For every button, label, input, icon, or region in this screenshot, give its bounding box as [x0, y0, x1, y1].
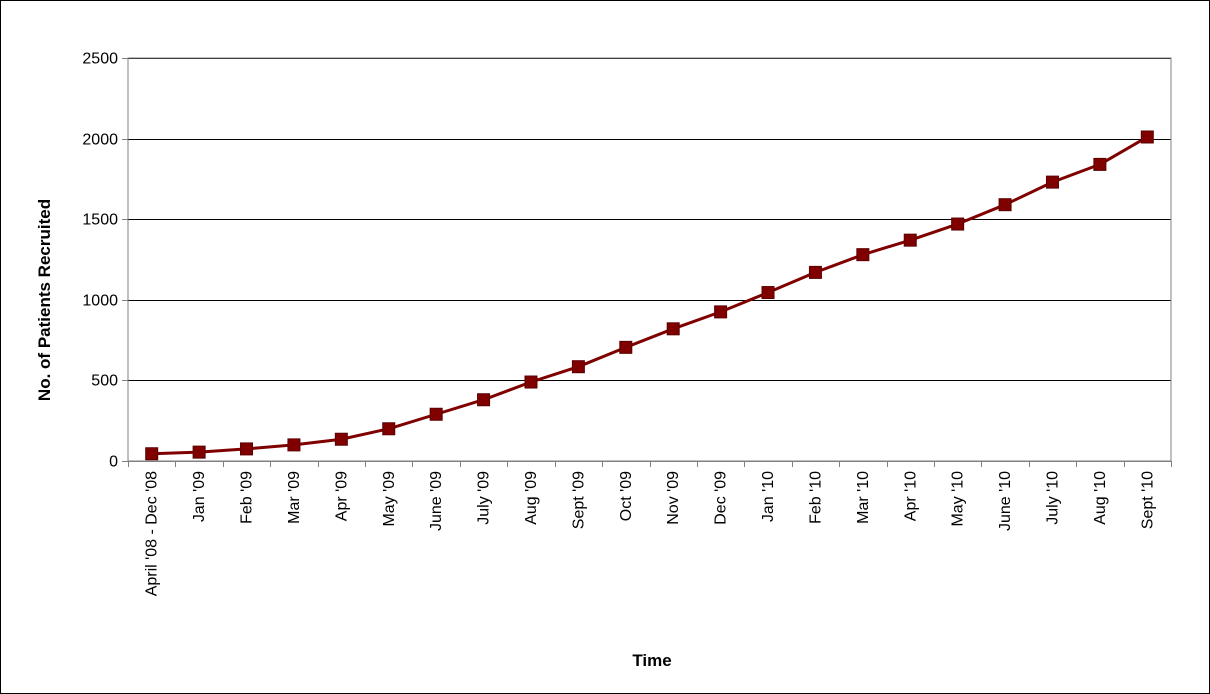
data-point-marker [524, 375, 538, 389]
y-axis-title: No. of Patients Recruited [35, 199, 54, 401]
data-point-marker [192, 445, 206, 459]
x-tick-label: Mar '10 [855, 471, 872, 524]
y-tick-label: 2000 [82, 132, 118, 149]
data-point-marker [334, 432, 348, 446]
y-tick-label: 2500 [82, 51, 118, 68]
x-tick-label: Apr '10 [902, 471, 919, 521]
x-tick-label: Aug '10 [1092, 471, 1109, 525]
data-point-marker [477, 393, 491, 407]
data-point-marker [1140, 130, 1154, 144]
data-point-marker [951, 217, 965, 231]
axes [122, 57, 1172, 467]
x-tick-label: Sept '10 [1139, 471, 1156, 529]
x-tick-label: April '08 - Dec '08 [144, 471, 161, 596]
x-tick-label: Nov '09 [665, 471, 682, 525]
data-point-marker [1093, 157, 1107, 171]
x-axis-title: Time [632, 651, 671, 670]
data-point-marker [808, 265, 822, 279]
x-tick-label: May '09 [381, 471, 398, 527]
x-tick-label: July '09 [476, 471, 493, 525]
x-tick-label: Dec '09 [713, 471, 730, 525]
data-point-marker [1045, 175, 1059, 189]
x-tick-label: Feb '10 [807, 471, 824, 524]
data-point-marker [761, 286, 775, 300]
data-point-marker [856, 248, 870, 262]
series-line-0 [151, 135, 1149, 456]
x-tick-labels: April '08 - Dec '08 Jan '09 Feb '09 Mar '09… [144, 471, 1157, 596]
x-tick-label: Apr '09 [333, 471, 350, 521]
data-point-marker [240, 442, 254, 456]
series-line [151, 135, 1149, 456]
data-point-marker [287, 438, 301, 452]
x-tick-label: Mar '09 [286, 471, 303, 524]
x-tick-label: Jan '10 [760, 471, 777, 522]
x-tick-label: May '10 [950, 471, 967, 527]
x-tick-label: June '10 [997, 471, 1014, 531]
data-point-marker [429, 407, 443, 421]
data-point-marker [619, 340, 633, 354]
x-tick-label: June '09 [428, 471, 445, 531]
series-markers [145, 130, 1154, 461]
x-tick-label: Aug '09 [523, 471, 540, 525]
y-tick-label: 1000 [82, 293, 118, 310]
x-tick-label: Sept '09 [570, 471, 587, 529]
data-point-marker [998, 198, 1012, 212]
y-tick-label: 0 [109, 454, 118, 471]
y-tick-labels: 0 500 1000 1500 2000 2500 [82, 51, 118, 471]
x-tick-label: Oct '09 [618, 471, 635, 521]
y-tick-label: 1500 [82, 212, 118, 229]
gridlines [128, 58, 1171, 381]
plot-area-border [127, 57, 1172, 462]
data-point-marker [903, 233, 917, 247]
data-point-marker [145, 447, 159, 461]
y-tick-label: 500 [91, 373, 118, 390]
data-point-marker [666, 322, 680, 336]
x-tick-label: July '10 [1044, 471, 1061, 525]
data-point-marker [571, 360, 585, 374]
x-tick-label: Feb '09 [239, 471, 256, 524]
data-point-marker [714, 305, 728, 319]
data-point-marker [382, 422, 396, 436]
x-tick-label: Jan '09 [191, 471, 208, 522]
